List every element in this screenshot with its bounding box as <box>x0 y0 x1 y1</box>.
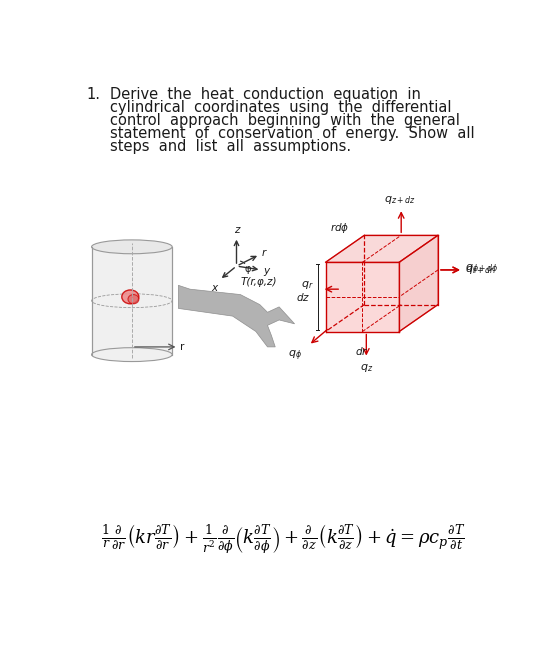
Text: $dr$: $dr$ <box>356 345 369 357</box>
Text: $q_\phi$: $q_\phi$ <box>288 349 302 363</box>
Text: 1.: 1. <box>87 87 101 101</box>
FancyBboxPatch shape <box>92 247 172 355</box>
Ellipse shape <box>92 240 172 254</box>
Polygon shape <box>399 236 438 332</box>
Text: $dz$: $dz$ <box>296 291 310 303</box>
Text: Derive  the  heat  conduction  equation  in: Derive the heat conduction equation in <box>110 87 421 101</box>
Text: x: x <box>211 283 217 293</box>
Text: $q_{\phi+d\phi}$: $q_{\phi+d\phi}$ <box>465 263 499 277</box>
Polygon shape <box>178 286 295 347</box>
Text: $\frac{1}{r}\frac{\partial}{\partial r}\left(kr\frac{\partial T}{\partial r}\rig: $\frac{1}{r}\frac{\partial}{\partial r}\… <box>101 522 465 556</box>
Text: statement  of  conservation  of  energy.  Show  all: statement of conservation of energy. Sho… <box>110 126 475 141</box>
Text: control  approach  beginning  with  the  general: control approach beginning with the gene… <box>110 113 460 128</box>
Text: φ: φ <box>244 265 251 274</box>
Text: T(r,φ,z): T(r,φ,z) <box>240 277 277 288</box>
Polygon shape <box>326 236 438 263</box>
Text: $rd\phi$: $rd\phi$ <box>329 222 349 236</box>
Text: z: z <box>235 224 240 234</box>
Text: $q_z$: $q_z$ <box>359 363 373 374</box>
Ellipse shape <box>122 290 139 304</box>
Ellipse shape <box>92 347 172 361</box>
Text: r: r <box>262 248 266 258</box>
Text: y: y <box>264 266 270 276</box>
Text: cylindrical  coordinates  using  the  differential: cylindrical coordinates using the differ… <box>110 100 452 114</box>
Polygon shape <box>326 263 399 332</box>
Text: $q_{r+dr}$: $q_{r+dr}$ <box>465 264 495 276</box>
Ellipse shape <box>128 295 139 304</box>
Text: r: r <box>180 342 184 352</box>
Text: steps  and  list  all  assumptions.: steps and list all assumptions. <box>110 139 351 154</box>
Text: $q_r$: $q_r$ <box>301 279 314 291</box>
Text: $q_{z+dz}$: $q_{z+dz}$ <box>383 194 415 206</box>
